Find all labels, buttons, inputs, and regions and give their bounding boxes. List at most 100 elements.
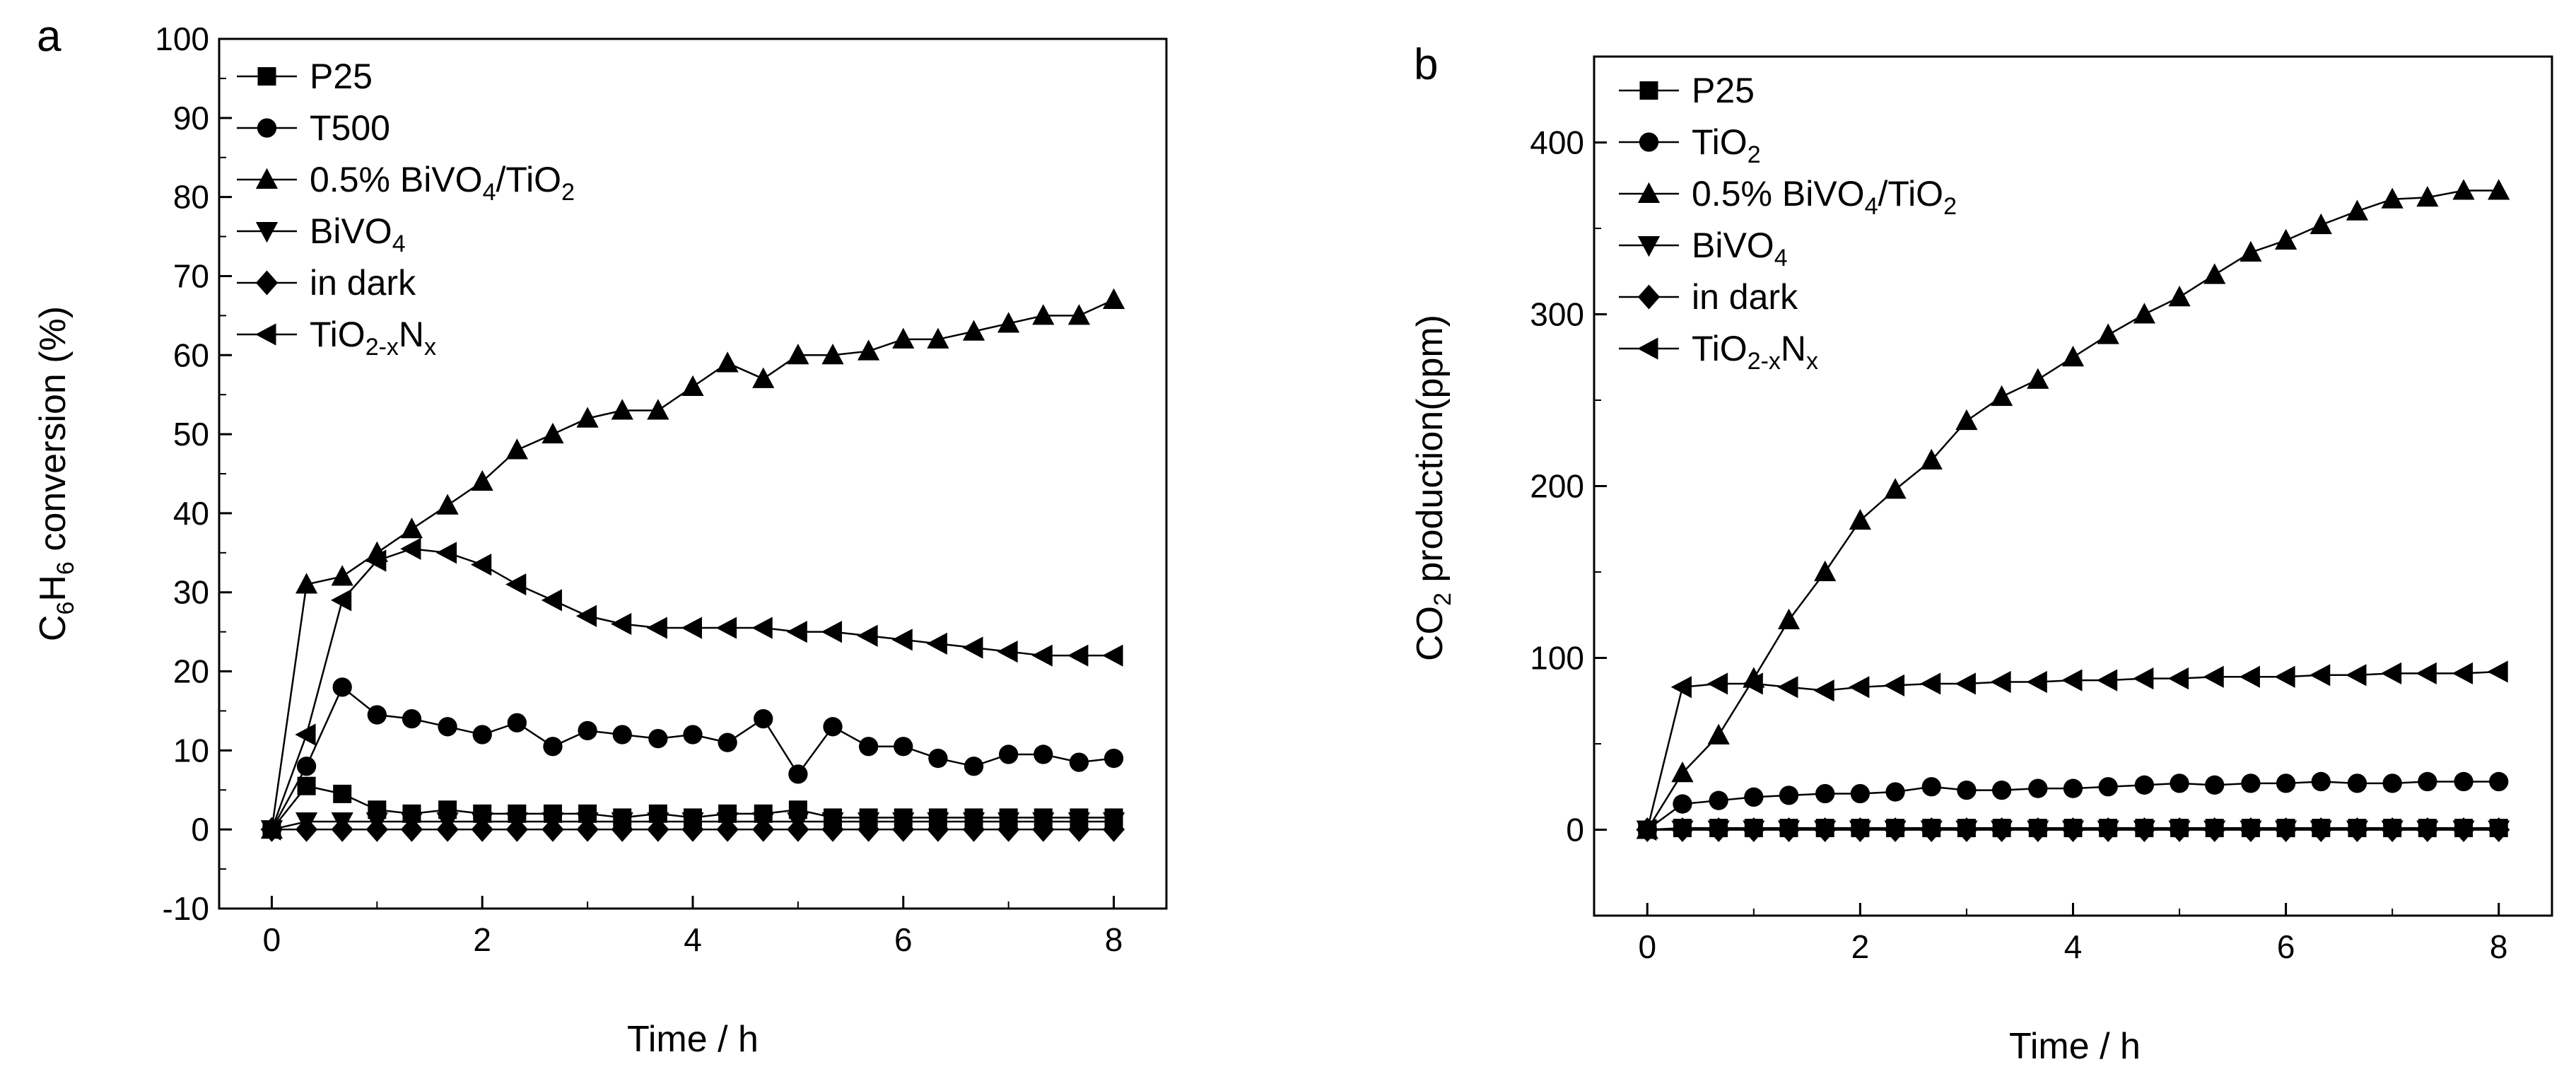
panel-a-data-point-0-5-bivo4-tio2 <box>647 399 669 420</box>
panel-b-data-point-0-5-bivo4-tio2 <box>2168 285 2191 307</box>
panel-b-data-point-tio2-xnx <box>2346 664 2367 687</box>
panel-b-data-point-in-dark <box>1884 817 1907 843</box>
panel-a-data-point-in-dark <box>436 817 459 842</box>
panel-a-y-tick-label: -10 <box>163 890 209 927</box>
panel-b-data-point-in-dark <box>2346 817 2369 843</box>
legend-item: TiO2-xNx <box>237 315 436 361</box>
panel-a-data-point-in-dark <box>1102 817 1125 842</box>
panel-b-data-point-0-5-bivo4-tio2 <box>1920 448 1943 470</box>
panel-a-data-point-t500 <box>788 764 808 784</box>
legend-label: P25 <box>310 57 373 96</box>
panel-a-data-point-tio2-xnx <box>1067 644 1089 667</box>
panel-a-y-tick-label: 20 <box>173 653 209 690</box>
panel-a-data-point-0-5-bivo4-tio2 <box>576 407 599 428</box>
panel-b-data-point-tio2 <box>1815 783 1835 804</box>
panel-b-data-point-tio2 <box>1673 794 1692 814</box>
panel-b-data-point-tio2 <box>2098 777 2118 797</box>
legend-marker <box>255 270 279 296</box>
panel-a-data-point-p25 <box>297 776 316 795</box>
panel-b-data-point-tio2-xnx <box>2133 667 2154 690</box>
panel-b-data-point-in-dark <box>2168 817 2191 843</box>
panel-b-ylabel-prefix: CO <box>1410 606 1451 661</box>
panel-a-data-point-p25 <box>333 784 352 803</box>
panel-a-data-point-tio2-xnx <box>751 617 773 639</box>
panel-a-data-point-in-dark <box>892 817 915 842</box>
panel-a-data-point-t500 <box>402 708 422 729</box>
panel-a-data-point-tio2-xnx <box>962 636 983 659</box>
panel-a-data-point-t500 <box>367 705 387 725</box>
legend-label-part: BiVO <box>1692 226 1774 265</box>
panel-a-ylabel-sub2: 6 <box>52 561 79 575</box>
panel-a-data-point-tio2-xnx <box>575 605 597 627</box>
panel-a-data-point-tio2-xnx <box>400 537 421 560</box>
legend-marker <box>1639 81 1658 100</box>
legend-label: TiO2 <box>1692 122 1761 168</box>
legend-label-subscript: 2-x <box>365 334 399 361</box>
panel-a-data-point-t500 <box>928 748 948 769</box>
legend-label-part: TiO <box>1692 329 1747 368</box>
panel-a-data-point-t500 <box>754 708 773 729</box>
panel-a-data-point-t500 <box>648 728 668 749</box>
legend-label-part: TiO <box>1692 122 1747 162</box>
panel-a-data-point-t500 <box>823 717 843 737</box>
panel-a-data-point-tio2-xnx <box>330 589 352 612</box>
panel-b-ylabel-sub1: 2 <box>1429 593 1456 606</box>
legend-label-part: N <box>399 315 424 354</box>
panel-b-data-point-tio2 <box>2134 775 2155 795</box>
panel-b-y-tick-label: 0 <box>1566 812 1584 848</box>
panel-b-series-in-dark <box>1636 817 2510 843</box>
panel-a-data-point-tio2-xnx <box>926 632 947 655</box>
panel-a-data-point-tio2-xnx <box>1031 644 1053 667</box>
panel-a-data-point-0-5-bivo4-tio2 <box>611 399 633 420</box>
panel-a-y-tick-label: 100 <box>155 21 209 57</box>
panel-a-data-point-0-5-bivo4-tio2 <box>541 422 564 444</box>
panel-a-data-point-0-5-bivo4-tio2 <box>892 327 915 349</box>
panel-a-data-point-t500 <box>964 757 984 776</box>
panel-a-data-point-in-dark <box>365 817 388 842</box>
panel-a-x-tick-label: 0 <box>263 921 281 958</box>
panel-b-data-point-tio2-xnx <box>1920 672 1941 695</box>
panel-b-y-ticks: 0 100 200 300 400 <box>1530 124 1607 848</box>
panel-b-data-point-0-5-bivo4-tio2 <box>1777 608 1801 630</box>
panel-b-data-point-tio2 <box>1957 780 1977 800</box>
panel-a-data-point-tio2-xnx <box>997 640 1018 663</box>
panel-b-series-tio2-xnx <box>1636 660 2508 841</box>
panel-a-series-t500 <box>262 677 1124 839</box>
panel-b-data-point-tio2 <box>2382 774 2402 793</box>
legend-marker <box>1639 132 1659 152</box>
panel-b-data-point-0-5-bivo4-tio2 <box>1849 508 1871 530</box>
panel-a-y-tick-label: 0 <box>191 811 209 848</box>
panel-a-data-point-in-dark <box>647 817 669 842</box>
legend-label-part: BiVO <box>310 211 392 251</box>
panel-a-data-point-0-5-bivo4-tio2 <box>1102 288 1125 309</box>
panel-a-data-point-t500 <box>1103 748 1124 769</box>
panel-a-data-point-in-dark <box>716 817 739 842</box>
legend-item: in dark <box>1619 277 1798 317</box>
panel-a-data-point-tio2-xnx <box>821 621 843 643</box>
panel-a-data-point-t500 <box>1069 752 1089 772</box>
panel-a-data-point-t500 <box>578 720 597 741</box>
panel-b-data-point-tio2 <box>2454 771 2473 792</box>
panel-b-data-point-0-5-bivo4-tio2 <box>2240 240 2262 262</box>
panel-a-data-point-t500 <box>296 757 317 776</box>
panel-a-data-point-in-dark <box>821 817 844 842</box>
panel-a-x-ticks: 0 2 4 6 8 <box>263 896 1123 958</box>
panel-b-x-tick-label: 2 <box>1851 928 1870 965</box>
panel-a-data-point-t500 <box>858 737 879 757</box>
panel-b-data-point-in-dark <box>2381 817 2404 843</box>
panel-b-data-point-0-5-bivo4-tio2 <box>1707 723 1730 745</box>
legend-label: TiO2-xNx <box>310 315 436 361</box>
panel-b-data-point-tio2-xnx <box>1706 672 1728 695</box>
panel-b-data-point-0-5-bivo4-tio2 <box>1884 478 1907 499</box>
panel-b-data-point-tio2 <box>1744 787 1764 807</box>
panel-a-data-point-0-5-bivo4-tio2 <box>1067 304 1091 325</box>
panel-b-data-point-in-dark <box>2133 817 2155 843</box>
legend-label-part: TiO <box>310 315 365 354</box>
panel-a-data-point-in-dark <box>962 817 985 842</box>
panel-a-data-point-tio2-xnx <box>857 624 878 647</box>
panel-b-data-point-tio2-xnx <box>2239 665 2260 688</box>
panel-b-data-point-tio2-xnx <box>1742 672 1763 695</box>
panel-b-data-point-in-dark <box>1814 817 1837 843</box>
